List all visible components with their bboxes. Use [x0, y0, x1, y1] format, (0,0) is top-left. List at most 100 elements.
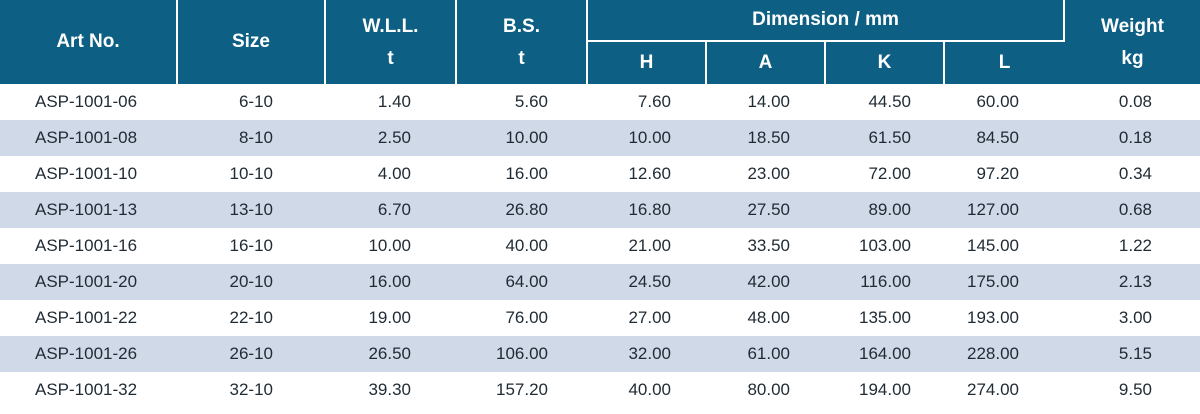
- cell-wll: 16.00: [325, 264, 456, 300]
- cell-dim-l: 127.00: [944, 192, 1064, 228]
- table-header: Art No. Size W.L.L. t B.S. t Dimension /…: [0, 0, 1200, 84]
- cell-bs: 26.80: [456, 192, 587, 228]
- cell-wll: 10.00: [368, 236, 411, 255]
- cell-dim-l: 60.00: [976, 92, 1019, 111]
- header-bs-label: B.S.: [503, 16, 540, 37]
- cell-dim-h: 40.00: [628, 380, 671, 399]
- cell-dim-h: 7.60: [637, 92, 671, 111]
- cell-dim-h: 16.80: [587, 192, 706, 228]
- header-dim-a: A: [706, 40, 826, 84]
- cell-art-no: ASP-1001-26: [0, 336, 177, 372]
- header-size: Size: [177, 0, 326, 84]
- cell-weight: 3.00: [1118, 308, 1152, 327]
- table-body: ASP-1001-06 6-10 1.40 5.60 7.60 14.00 44.50 60.…: [0, 84, 1200, 408]
- table-row: ASP-1001-13 13-10 6.70 26.80 16.80 27.50 89.00…: [0, 192, 1200, 228]
- cell-size: 8-10: [177, 120, 325, 156]
- cell-dim-h: 32.00: [587, 336, 706, 372]
- cell-dim-a: 80.00: [747, 380, 790, 399]
- header-wll: W.L.L. t: [325, 0, 457, 84]
- cell-size: 26-10: [177, 336, 325, 372]
- header-dim-l: L: [944, 40, 1064, 84]
- cell-weight: 2.13: [1064, 264, 1200, 300]
- table-row: ASP-1001-16 16-10 10.00 40.00 21.00 33.50 103.…: [0, 228, 1200, 264]
- cell-dim-h: 27.00: [628, 308, 671, 327]
- cell-wll: 2.50: [325, 120, 456, 156]
- header-wll-label: W.L.L.: [362, 16, 419, 37]
- cell-size: 32-10: [229, 380, 273, 399]
- cell-wll: 4.00: [377, 164, 411, 183]
- header-wll-unit: t: [387, 48, 394, 69]
- cell-bs: 10.00: [456, 120, 587, 156]
- cell-wll: 1.40: [377, 92, 411, 111]
- header-weight: Weight kg: [1064, 0, 1200, 84]
- cell-dim-k: 61.50: [825, 120, 944, 156]
- cell-art-no: ASP-1001-08: [0, 120, 177, 156]
- cell-size: 10-10: [229, 164, 273, 183]
- header-dim-h: H: [587, 40, 707, 84]
- cell-dim-l: 84.50: [944, 120, 1064, 156]
- cell-bs: 106.00: [456, 336, 587, 372]
- cell-dim-l: 145.00: [967, 236, 1019, 255]
- cell-bs: 76.00: [505, 308, 548, 327]
- cell-art-no: ASP-1001-10: [35, 164, 138, 183]
- table-row: ASP-1001-06 6-10 1.40 5.60 7.60 14.00 44.50 60.…: [0, 84, 1200, 120]
- cell-art-no: ASP-1001-22: [35, 308, 138, 327]
- header-bs: B.S. t: [456, 0, 588, 84]
- cell-dim-a: 61.00: [706, 336, 825, 372]
- cell-dim-h: 24.50: [587, 264, 706, 300]
- cell-wll: 6.70: [325, 192, 456, 228]
- header-bs-unit: t: [518, 48, 525, 69]
- header-art-no: Art No.: [0, 0, 178, 84]
- table-row: ASP-1001-08 8-10 2.50 10.00 10.00 18.50 61.50 8…: [0, 120, 1200, 156]
- cell-size: 16-10: [229, 236, 273, 255]
- cell-bs: 40.00: [505, 236, 548, 255]
- cell-dim-l: 175.00: [944, 264, 1064, 300]
- table-row: ASP-1001-10 10-10 4.00 16.00 12.60 23.00 72.00…: [0, 156, 1200, 192]
- cell-size: 13-10: [177, 192, 325, 228]
- header-weight-unit: kg: [1121, 48, 1144, 69]
- cell-dim-l: 193.00: [967, 308, 1019, 327]
- cell-dim-a: 33.50: [747, 236, 790, 255]
- cell-art-no: ASP-1001-16: [35, 236, 138, 255]
- table-row: ASP-1001-22 22-10 19.00 76.00 27.00 48.00 135.…: [0, 300, 1200, 336]
- cell-weight: 5.15: [1064, 336, 1200, 372]
- cell-dim-k: 135.00: [859, 308, 911, 327]
- cell-dim-h: 21.00: [628, 236, 671, 255]
- table-row: ASP-1001-26 26-10 26.50 106.00 32.00 61.00 164…: [0, 336, 1200, 372]
- cell-dim-h: 10.00: [587, 120, 706, 156]
- cell-dim-l: 228.00: [944, 336, 1064, 372]
- cell-dim-k: 72.00: [868, 164, 911, 183]
- cell-dim-a: 42.00: [706, 264, 825, 300]
- cell-dim-k: 164.00: [825, 336, 944, 372]
- cell-dim-h: 12.60: [628, 164, 671, 183]
- cell-bs: 16.00: [505, 164, 548, 183]
- cell-wll: 39.30: [368, 380, 411, 399]
- cell-wll: 19.00: [368, 308, 411, 327]
- cell-dim-k: 194.00: [859, 380, 911, 399]
- cell-weight: 0.08: [1118, 92, 1152, 111]
- cell-dim-k: 44.50: [868, 92, 911, 111]
- cell-art-no: ASP-1001-13: [0, 192, 177, 228]
- cell-art-no: ASP-1001-32: [35, 380, 138, 399]
- cell-dim-k: 89.00: [825, 192, 944, 228]
- cell-dim-a: 14.00: [747, 92, 790, 111]
- cell-art-no: ASP-1001-20: [0, 264, 177, 300]
- table-row: ASP-1001-20 20-10 16.00 64.00 24.50 42.00 116.…: [0, 264, 1200, 300]
- cell-weight: 0.68: [1064, 192, 1200, 228]
- header-dimension: Dimension / mm: [587, 0, 1065, 41]
- header-dim-k: K: [825, 40, 945, 84]
- cell-weight: 9.50: [1118, 380, 1152, 399]
- cell-dim-a: 48.00: [747, 308, 790, 327]
- cell-dim-a: 18.50: [706, 120, 825, 156]
- cell-dim-k: 103.00: [859, 236, 911, 255]
- cell-bs: 5.60: [514, 92, 548, 111]
- cell-dim-l: 97.20: [976, 164, 1019, 183]
- cell-bs: 64.00: [456, 264, 587, 300]
- table-row: ASP-1001-32 32-10 39.30 157.20 40.00 80.00 194…: [0, 372, 1200, 408]
- cell-weight: 0.34: [1118, 164, 1152, 183]
- cell-dim-l: 274.00: [967, 380, 1019, 399]
- cell-dim-a: 27.50: [706, 192, 825, 228]
- header-weight-label: Weight: [1101, 16, 1164, 37]
- cell-wll: 26.50: [325, 336, 456, 372]
